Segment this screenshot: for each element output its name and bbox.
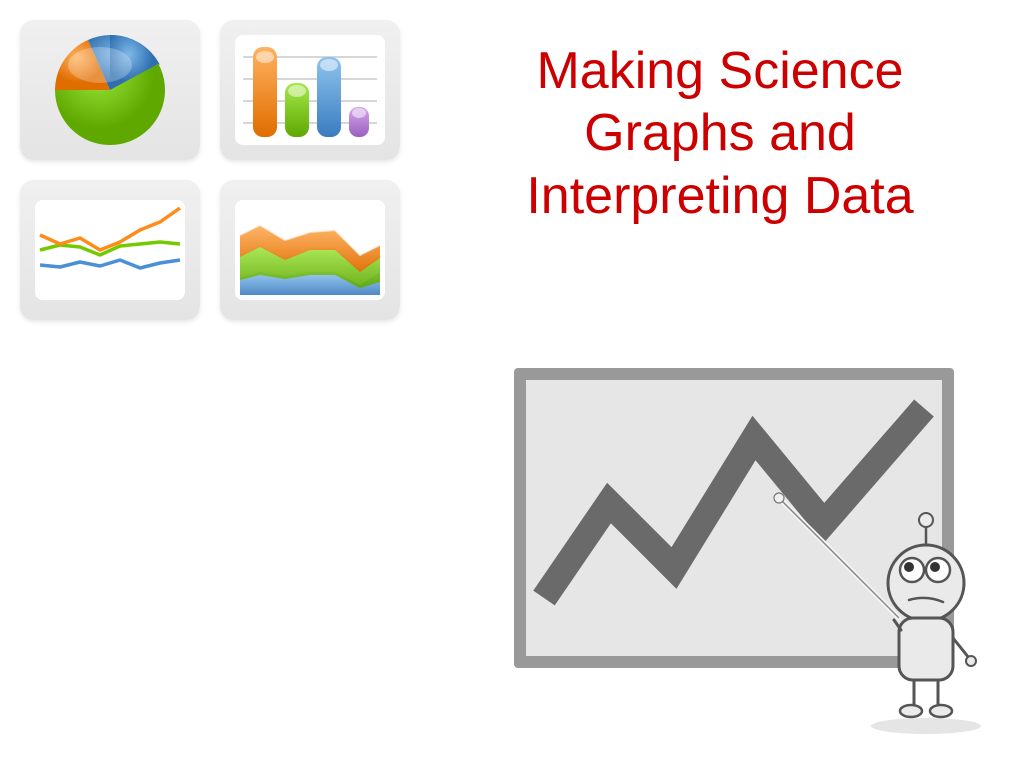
area-chart-icon	[235, 200, 385, 300]
robot-presenting-chart	[494, 348, 994, 738]
bar-chart-tile	[220, 20, 400, 160]
chart-icon-grid	[20, 20, 400, 320]
line-chart-tile	[20, 180, 200, 320]
area-chart-tile	[220, 180, 400, 320]
bar-chart-icon	[235, 35, 385, 145]
line-chart-icon	[35, 200, 185, 300]
page-title: Making Science Graphs and Interpreting D…	[450, 40, 990, 227]
pie-chart-tile	[20, 20, 200, 160]
pie-chart-icon	[50, 30, 170, 150]
